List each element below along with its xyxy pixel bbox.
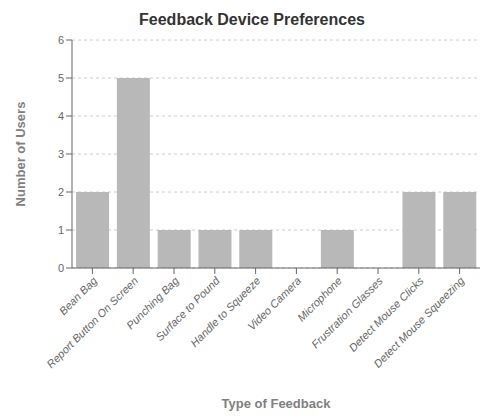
svg-text:0: 0 [58, 262, 64, 274]
svg-text:Frustration Glasses: Frustration Glasses [309, 274, 385, 350]
svg-text:Microphone: Microphone [295, 274, 345, 324]
svg-text:Surface to Pound: Surface to Pound [153, 274, 222, 344]
svg-text:Type of Feedback: Type of Feedback [222, 396, 332, 411]
svg-text:Number of Users: Number of Users [13, 102, 28, 207]
svg-text:6: 6 [58, 34, 64, 46]
svg-text:3: 3 [58, 148, 64, 160]
svg-text:Punching Bag: Punching Bag [124, 274, 181, 332]
svg-text:5: 5 [58, 72, 64, 84]
svg-text:Handle to Squeeze: Handle to Squeeze [188, 274, 263, 349]
html-text:Feedback Device Preferences: Feedback Device Preferences [139, 11, 365, 28]
svg-text:2: 2 [58, 186, 64, 198]
svg-text:Report Button On Screen: Report Button On Screen [44, 274, 141, 371]
svg-text:Video Camera: Video Camera [245, 274, 303, 332]
svg-text:4: 4 [58, 110, 64, 122]
svg-text:Bean Bag: Bean Bag [57, 274, 100, 317]
svg-text:Detect Mouse Clicks: Detect Mouse Clicks [346, 274, 426, 354]
svg-text:Detect Mouse Squeezing: Detect Mouse Squeezing [371, 274, 467, 370]
svg-text:1: 1 [58, 224, 64, 236]
